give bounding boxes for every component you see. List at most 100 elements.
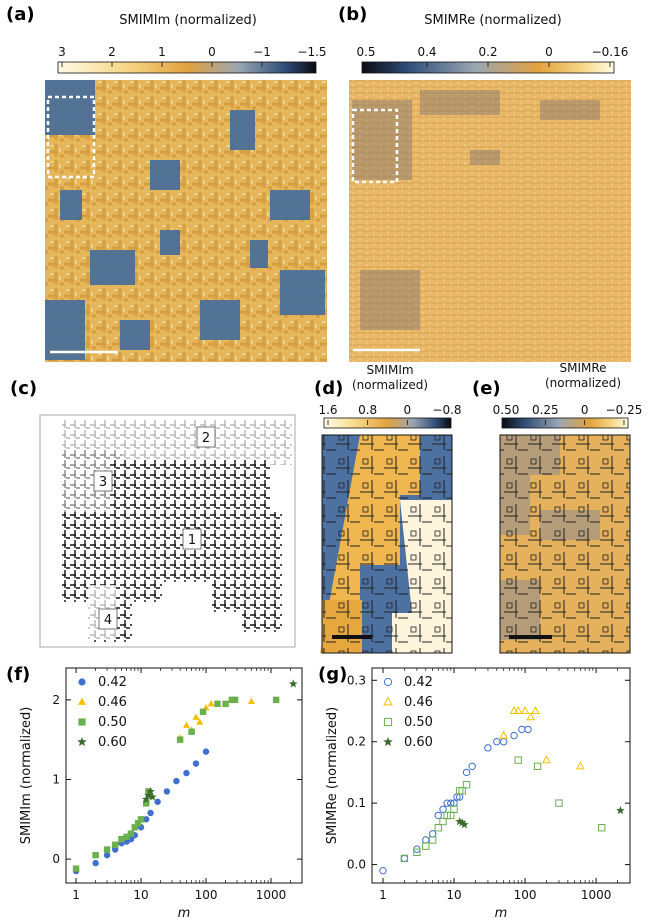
data-point	[92, 859, 99, 867]
panel-f-plot: 1 10 100 1000 0 1 2 m SMIMIm (normalized) 0.42 0.4…	[19, 667, 303, 921]
region-label-1: 1	[182, 528, 202, 550]
data-point	[575, 761, 585, 770]
legend-label: 0.60	[404, 735, 433, 750]
colorbar-tick-label: −0.25	[606, 403, 643, 417]
svg-text:2: 2	[202, 431, 210, 446]
data-point	[555, 799, 563, 807]
data-point	[499, 730, 509, 739]
region-label-2: 2	[196, 426, 216, 448]
data-point	[526, 712, 536, 721]
data-point	[468, 762, 476, 770]
panel-a-colorbar	[57, 61, 317, 74]
x-tick-label: 10	[446, 888, 461, 902]
panel-d-title-line1: SMIMIm	[366, 363, 413, 377]
panel-b-colorbar-ticks: 0.5 0.4 0.2 0 −0.16	[356, 45, 628, 67]
colorbar-tick-label: 0.5	[356, 45, 375, 59]
legend-marker	[383, 677, 393, 687]
legend-marker	[383, 696, 393, 706]
colorbar-tick-label: 0	[404, 403, 412, 417]
data-point	[439, 805, 447, 813]
colorbar-tick-label: 0.25	[532, 403, 559, 417]
data-point	[188, 728, 195, 735]
data-point	[182, 721, 190, 728]
panel-c-network: 2 3 1 4	[39, 414, 296, 648]
data-point	[428, 830, 437, 838]
data-point	[531, 706, 540, 715]
data-point	[513, 706, 523, 715]
y-tick-label: 0.3	[347, 673, 366, 687]
data-point	[434, 811, 442, 820]
data-point	[616, 805, 625, 815]
data-point	[462, 768, 471, 777]
colorbar-tick-label: −0.16	[592, 45, 629, 59]
y-tick-label: 1	[52, 772, 60, 786]
data-point	[455, 787, 464, 795]
x-axis-label: m	[495, 906, 508, 921]
x-tick-label: 1000	[581, 888, 612, 902]
panel-b-label: (b)	[338, 4, 367, 25]
panel-c-label: (c)	[10, 378, 37, 399]
data-point	[510, 731, 518, 740]
panel-a-label: (a)	[6, 4, 35, 25]
legend-marker	[383, 736, 393, 747]
legend-marker	[78, 697, 86, 705]
panel-b-zoom-box	[351, 108, 399, 184]
y-tick-label: 0.2	[347, 735, 366, 749]
svg-text:4: 4	[104, 613, 112, 628]
data-point	[146, 786, 155, 796]
data-point	[72, 865, 80, 872]
data-point	[400, 854, 409, 863]
data-point	[458, 787, 466, 795]
data-point	[176, 736, 184, 743]
data-point	[207, 699, 215, 707]
panel-d-colorbar-ticks: 1.6 0.8 0 −0.8	[318, 403, 462, 425]
y-tick-label: 0	[52, 852, 60, 866]
data-point	[533, 762, 542, 770]
panel-e-title-line1: SMIMRe	[559, 361, 606, 375]
x-tick-label: 1000	[256, 888, 287, 902]
y-tick-label: 0.0	[347, 858, 366, 872]
data-point	[520, 706, 530, 715]
data-point	[147, 809, 154, 817]
data-point	[422, 836, 430, 844]
data-point	[103, 851, 111, 859]
data-point	[141, 794, 151, 804]
panel-g-plot: 1 10 100 1000 0.0 0.1 0.2 0.3 m SMIMRe (normalize…	[325, 667, 631, 921]
plot-frame	[65, 667, 303, 884]
data-point	[144, 790, 153, 800]
data-point	[400, 854, 409, 863]
legend-label: 0.60	[98, 735, 127, 750]
data-point	[214, 700, 221, 708]
data-point	[434, 824, 442, 832]
legend-label: 0.42	[98, 675, 127, 690]
data-point	[598, 824, 606, 832]
legend-marker	[78, 678, 86, 686]
data-point	[173, 777, 180, 785]
data-point	[509, 706, 519, 715]
data-point	[148, 792, 157, 801]
data-point	[499, 738, 508, 746]
colorbar-tick-label: 2	[108, 45, 116, 59]
data-point	[428, 836, 437, 844]
legend-label: 0.50	[404, 715, 433, 730]
panel-a-map	[45, 80, 327, 362]
x-tick-label: 10	[133, 888, 148, 902]
data-point	[439, 817, 447, 826]
panel-f-label: (f)	[6, 664, 30, 685]
data-point	[137, 816, 145, 823]
data-point	[163, 788, 171, 795]
panel-d-colorbar	[323, 417, 452, 429]
colorbar-tick-label: 0.4	[417, 45, 436, 59]
data-point	[127, 830, 135, 837]
y-axis-label: SMIMIm (normalized)	[19, 707, 34, 845]
panel-a-title: SMIMIm (normalized)	[119, 13, 257, 28]
colorbar-tick-label: −0.8	[432, 403, 461, 417]
panel-e-title-line2: (normalized)	[545, 376, 621, 390]
data-point	[247, 697, 255, 705]
data-point	[231, 696, 239, 704]
data-point	[192, 713, 200, 720]
panel-b-map	[349, 80, 631, 362]
y-tick-label: 2	[52, 693, 60, 707]
data-point	[524, 725, 532, 734]
panel-d-map	[320, 434, 453, 654]
